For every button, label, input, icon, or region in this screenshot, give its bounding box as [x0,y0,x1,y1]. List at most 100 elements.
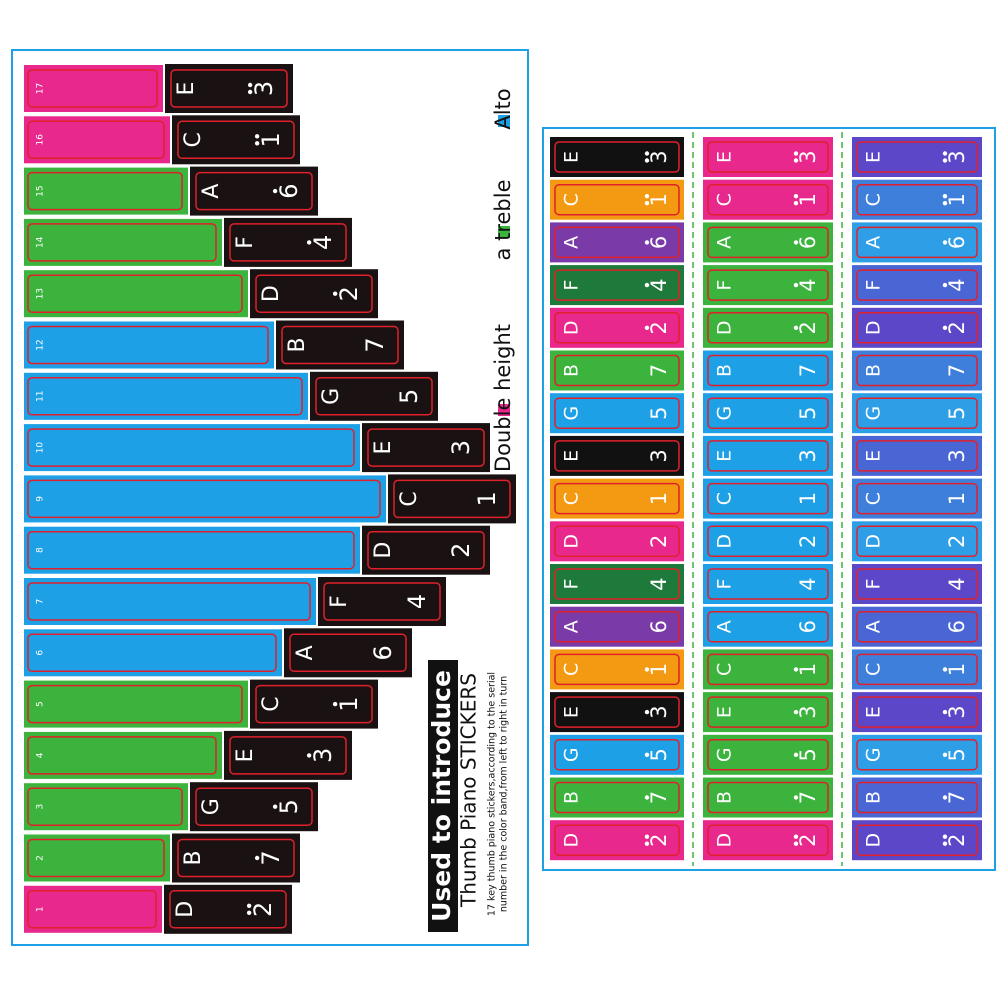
note-outline [195,171,313,211]
note-number: 5 [647,407,671,420]
sticker [852,222,982,263]
sticker [550,179,684,220]
note-letter: F [561,579,583,590]
note-outline [323,582,441,621]
band-outline [27,120,165,160]
sticker-outline [856,440,978,472]
note-number: 1 [257,132,285,147]
sticker [852,265,982,306]
note-number: 4 [647,577,671,590]
sticker [703,820,833,861]
sticker-outline [707,397,829,429]
sticker-outline [554,141,680,173]
octave-dot [942,709,948,715]
note-number: 1 [473,491,501,506]
sticker [550,435,684,476]
octave-dot [942,194,948,199]
sticker [550,265,684,306]
note-number: 5 [796,748,820,761]
note-number: 2 [945,321,969,334]
note-number: 4 [647,278,671,291]
note-letter: F [863,280,885,291]
legend-swatch [498,404,510,416]
note-letter: B [181,850,206,865]
key-number: 9 [36,496,46,502]
note-outline [367,530,485,570]
sticker-outline [707,781,829,814]
note-letter: C [561,193,583,206]
band-outline [27,633,277,673]
key-band [24,885,162,933]
note-number: 4 [403,594,431,609]
octave-dot [942,282,948,288]
note-number: 7 [945,364,969,377]
key-number: 17 [36,83,46,94]
note-letter: G [199,798,224,815]
octave-dot [246,903,252,908]
sticker-outline [856,312,978,344]
note-number: 6 [275,183,303,198]
key-number: 13 [36,288,46,299]
band-outline [27,377,303,416]
band-outline [27,428,355,467]
octave-dot [793,201,799,206]
octave-dot [644,752,650,757]
key-band [24,629,282,677]
octave-dot [272,804,278,809]
note-box [165,64,293,113]
octave-dot [644,282,650,288]
sticker-outline [856,269,978,301]
note-number: 1 [945,193,969,206]
note-number: 2 [796,834,820,847]
sticker-outline [856,653,978,686]
key-number: 3 [36,804,46,810]
note-number: 5 [945,407,969,420]
note-number: 2 [335,286,363,301]
sticker-outline [554,269,680,301]
note-number: 4 [945,278,969,291]
key-band [24,526,360,574]
note-letter: D [714,833,736,848]
sticker [852,435,982,476]
octave-dot [942,667,948,672]
note-letter: C [863,193,885,206]
note-number: 3 [647,449,671,462]
octave-dot [254,855,260,861]
key-number: 1 [36,906,46,912]
sticker [703,649,833,690]
note-number: 2 [647,535,671,548]
sticker [852,777,982,818]
note-letter: A [561,620,583,633]
octave-dot [942,752,948,757]
intro-subtitle: Thumb Piano STICKERS [457,673,481,908]
sticker [852,734,982,775]
note-box [250,679,378,729]
key-number: 2 [36,855,46,861]
note-letter: F [233,236,258,249]
sticker [703,435,833,476]
note-number: 1 [945,492,969,505]
octave-dot [644,194,650,199]
note-letter: E [561,706,583,718]
band-outline [27,69,158,108]
sticker-outline [707,312,829,344]
note-outline [195,787,313,826]
octave-dot [332,701,338,707]
sticker [703,307,833,348]
octave-dot [942,201,948,206]
sticker [852,137,982,177]
intro-title-box [428,660,458,932]
key-number: 4 [36,752,46,758]
sticker-outline [554,482,680,515]
note-box [388,474,516,524]
note-number: 3 [796,705,820,718]
octave-dot [942,325,948,330]
note-letter: B [863,364,885,377]
note-letter: F [561,280,583,291]
note-number: 2 [249,902,277,917]
note-box [250,269,378,319]
note-outline [315,377,433,416]
key-number: 10 [36,442,46,454]
sticker [703,350,833,391]
octave-dot [942,151,948,156]
